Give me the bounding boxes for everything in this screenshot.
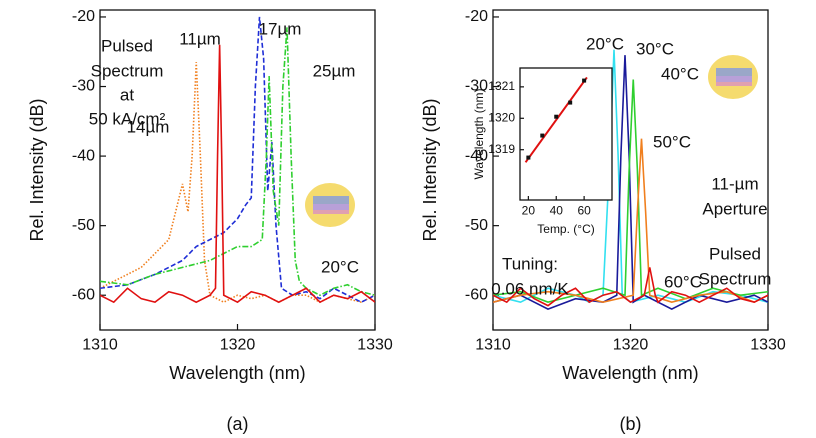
annotation: Pulsed: [101, 36, 153, 55]
x-tick-label: 1320: [220, 336, 256, 353]
x-tick-label: 1310: [475, 336, 511, 353]
series-label: 17µm: [259, 19, 302, 38]
device-icon: [305, 183, 355, 227]
series-label: 25µm: [313, 61, 356, 80]
y-tick-label: -50: [465, 217, 488, 234]
annotation: 50 kA/cm²: [89, 109, 166, 128]
annotation: at: [120, 85, 134, 104]
spectrum-line: [100, 44, 375, 304]
x-tick-label: 40: [550, 204, 564, 218]
y-tick-label: 1321: [488, 79, 515, 93]
data-point: [554, 114, 559, 119]
y-tick-label: -60: [465, 286, 488, 303]
series-label: 11µm: [179, 29, 221, 48]
x-tick-label: 1330: [750, 336, 786, 353]
y-axis-label: Rel. Intensity (dB): [27, 98, 47, 241]
y-tick-label: -30: [72, 78, 95, 95]
spectrum-line: [493, 55, 768, 311]
data-point: [582, 78, 587, 83]
inset-background: [520, 68, 612, 200]
spectrum-line: [493, 79, 768, 304]
series-label: 60°C: [664, 272, 702, 291]
annotation: Aperture: [702, 199, 767, 218]
spectrum-line: [100, 27, 375, 297]
y-axis-label: Rel. Intensity (dB): [420, 98, 440, 241]
device-icon: [708, 55, 758, 99]
y-tick-label: -20: [72, 8, 95, 25]
annotation: 20°C: [321, 257, 359, 276]
annotation: Spectrum: [91, 61, 164, 80]
annotation: Tuning:: [502, 254, 558, 273]
annotation: 11-µm: [711, 174, 758, 193]
plot-frame: [519, 67, 613, 201]
inset-y-label: Wavelength (nm): [472, 89, 486, 180]
spectrum-line: [100, 62, 375, 304]
x-tick-label: 1320: [613, 336, 649, 353]
series-label: 50°C: [653, 132, 691, 151]
data-point: [526, 155, 531, 160]
plot-frame: [99, 9, 376, 331]
series-label: 14µm: [127, 117, 170, 136]
y-tick-label: -50: [72, 217, 95, 234]
y-tick-label: 1319: [488, 142, 515, 156]
inset-x-label: Temp. (°C): [537, 222, 594, 236]
x-axis-label: Wavelength (nm): [562, 363, 698, 383]
y-tick-label: -20: [465, 8, 488, 25]
x-tick-label: 20: [522, 204, 536, 218]
x-tick-label: 60: [577, 204, 591, 218]
y-tick-label: 1320: [488, 110, 515, 124]
y-tick-label: -30: [465, 78, 488, 95]
data-point: [540, 133, 545, 138]
spectrum-line: [493, 49, 768, 304]
panel-caption: (a): [227, 414, 249, 434]
x-axis-label: Wavelength (nm): [169, 363, 305, 383]
annotation: 0.06 nm/K: [491, 279, 569, 298]
fit-line: [524, 76, 588, 163]
series-group: [493, 49, 768, 311]
series-label: 30°C: [636, 39, 674, 58]
series-group: [100, 16, 375, 304]
spectrum-line: [100, 16, 375, 304]
data-point: [568, 100, 573, 105]
annotation: Pulsed: [709, 244, 761, 263]
series-label: 20°C: [586, 34, 624, 53]
panel-caption: (b): [620, 414, 642, 434]
y-tick-label: -40: [465, 147, 488, 164]
y-tick-label: -40: [72, 147, 95, 164]
x-tick-label: 1310: [82, 336, 118, 353]
series-label: 40°C: [661, 64, 699, 83]
y-tick-label: -60: [72, 286, 95, 303]
x-tick-label: 1330: [357, 336, 393, 353]
annotation: Spectrum: [699, 269, 772, 288]
spectrum-line: [493, 267, 768, 307]
